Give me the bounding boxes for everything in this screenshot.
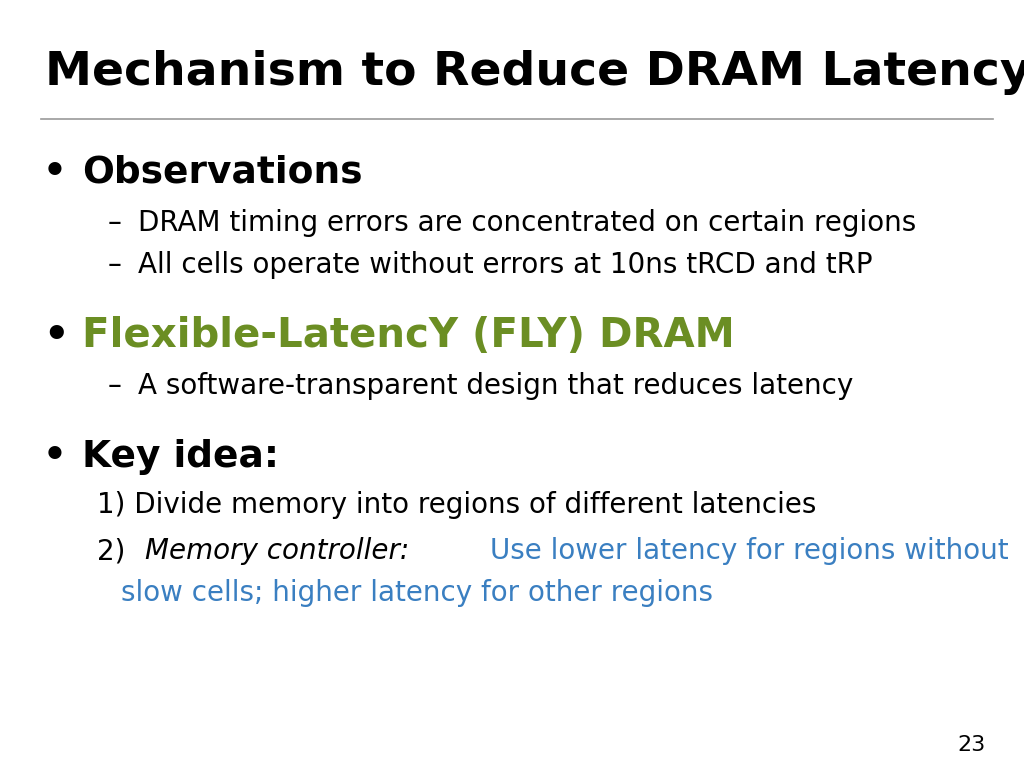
Text: Use lower latency for regions without: Use lower latency for regions without (490, 538, 1009, 565)
Text: Mechanism to Reduce DRAM Latency: Mechanism to Reduce DRAM Latency (45, 51, 1024, 95)
Text: –: – (108, 209, 122, 237)
Text: Key idea:: Key idea: (82, 439, 279, 475)
Text: –: – (108, 251, 122, 279)
Text: 1) Divide memory into regions of different latencies: 1) Divide memory into regions of differe… (97, 492, 817, 519)
Text: •: • (43, 155, 67, 190)
Text: 23: 23 (957, 735, 986, 755)
Text: •: • (43, 316, 69, 356)
Text: Memory controller:: Memory controller: (145, 538, 410, 565)
Text: •: • (43, 439, 67, 475)
Text: –: – (108, 372, 122, 400)
Text: Flexible-LatencY (FLY) DRAM: Flexible-LatencY (FLY) DRAM (82, 316, 734, 356)
Text: Observations: Observations (82, 155, 362, 190)
Text: 2): 2) (97, 538, 134, 565)
Text: DRAM timing errors are concentrated on certain regions: DRAM timing errors are concentrated on c… (138, 209, 916, 237)
Text: slow cells; higher latency for other regions: slow cells; higher latency for other reg… (121, 579, 713, 607)
Text: A software-transparent design that reduces latency: A software-transparent design that reduc… (138, 372, 853, 400)
Text: All cells operate without errors at 10ns tRCD and tRP: All cells operate without errors at 10ns… (138, 251, 872, 279)
